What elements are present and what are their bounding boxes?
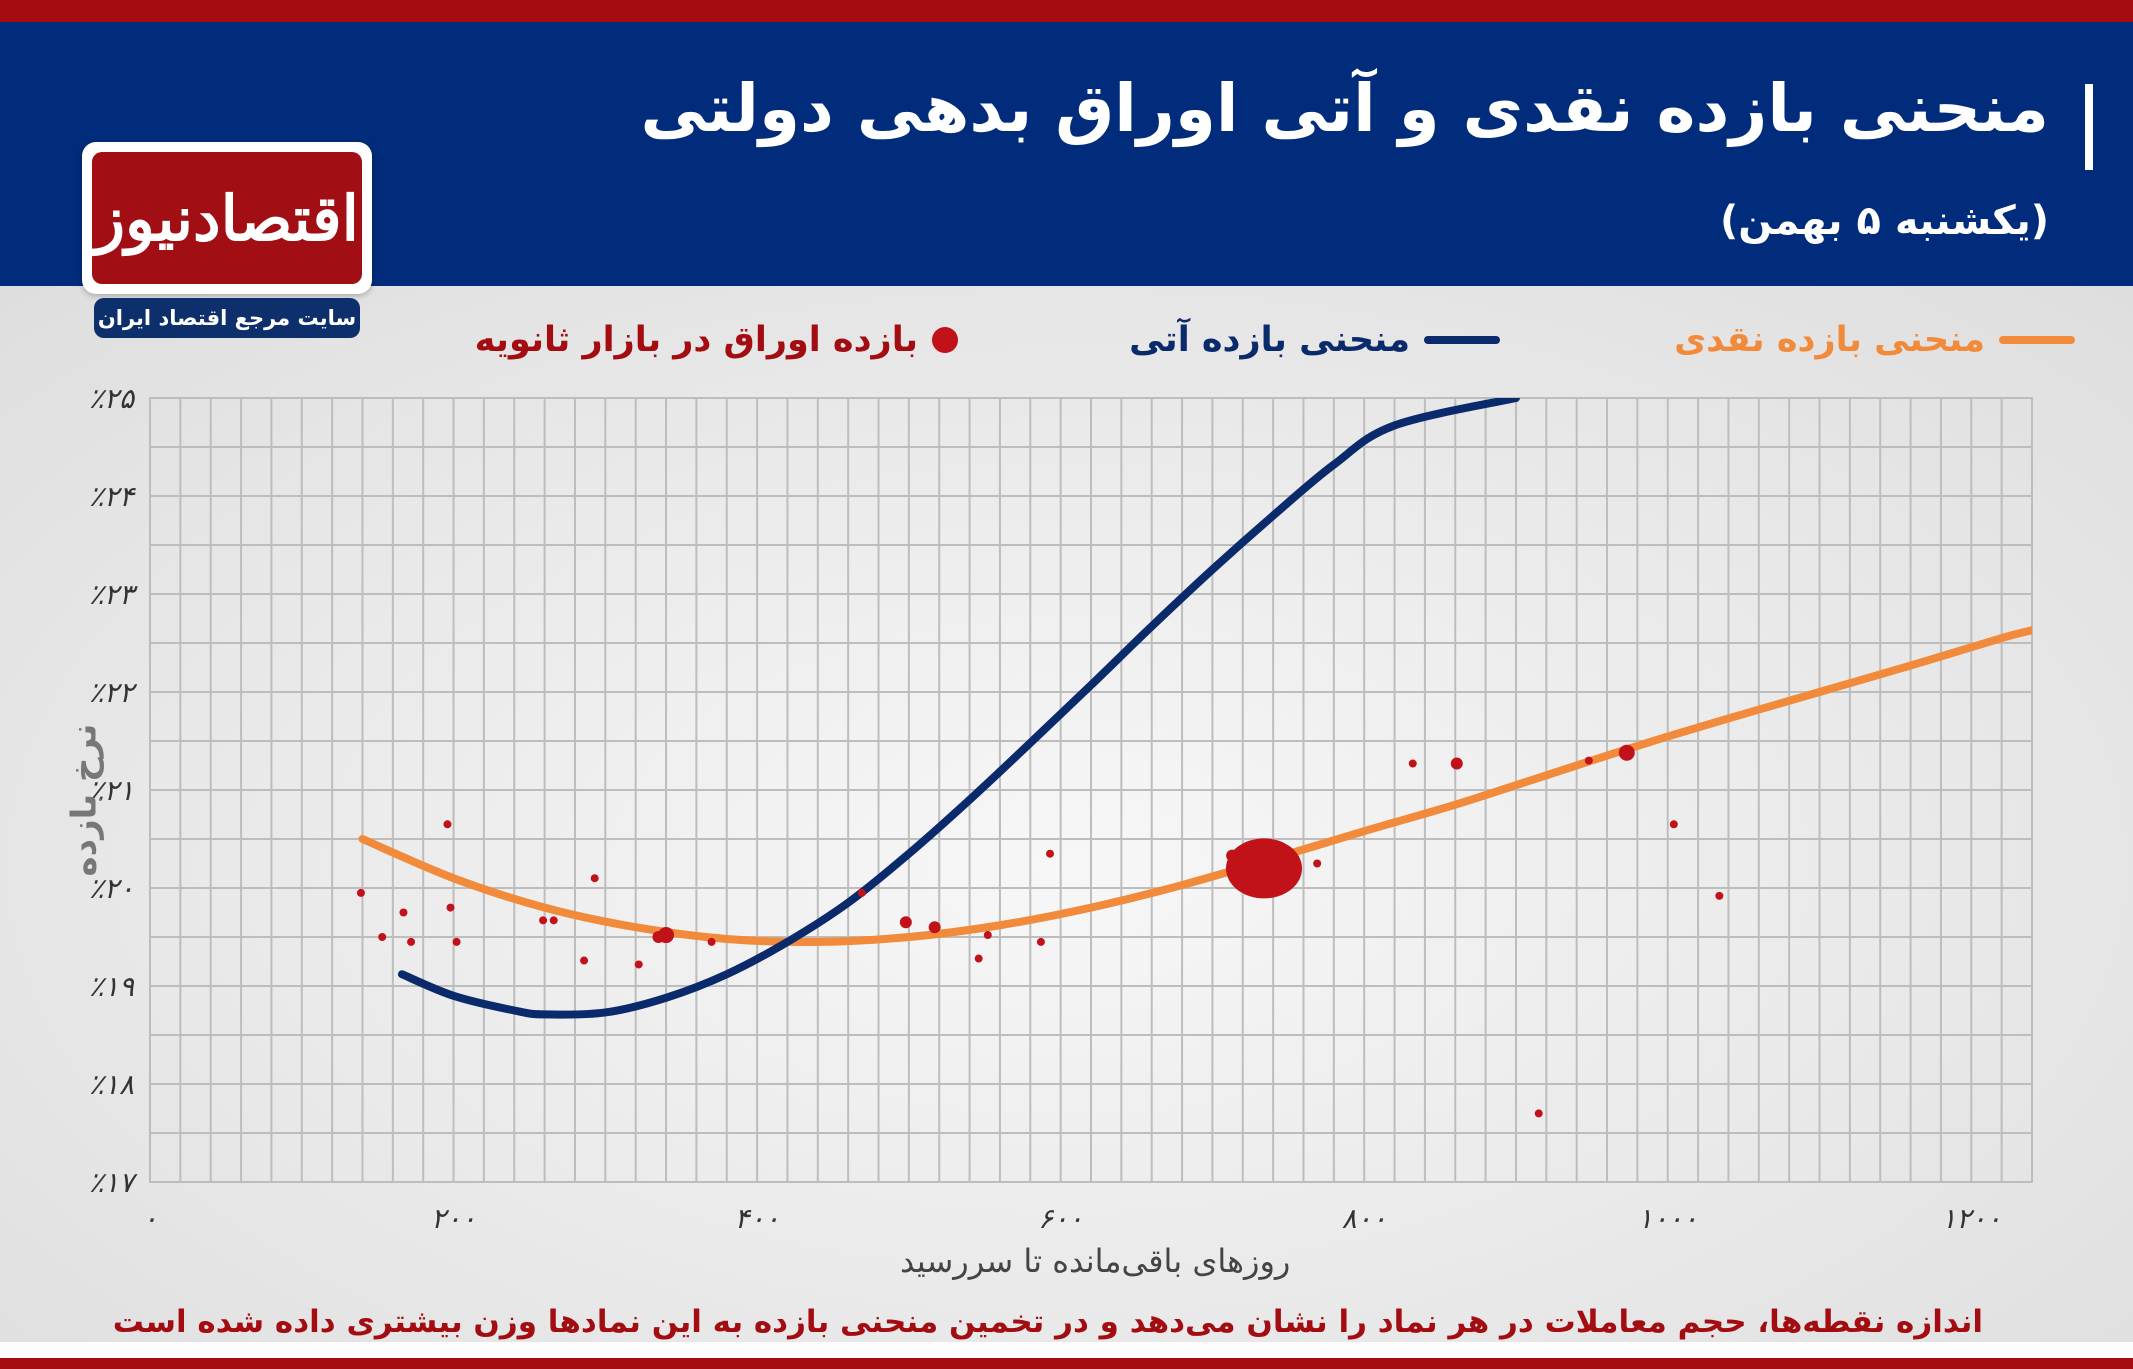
- y-tick-label: ٪۲۱: [89, 774, 134, 807]
- footnote: اندازه نقطه‌ها، حجم معاملات در هر نماد ر…: [112, 1304, 1983, 1340]
- data-point: [539, 916, 548, 925]
- y-tick-label: ٪۲۴: [89, 480, 136, 513]
- data-point: [1046, 849, 1055, 858]
- y-tick-label: ٪۱۹: [89, 970, 135, 1003]
- x-tick-label: ۱۰۰۰: [1638, 1202, 1698, 1235]
- axis-ticks: ٪۱۷ ٪۱۸ ٪۱۹ ٪۲۰ ٪۲۱ ٪۲۲ ٪۲۳ ٪۲۴ ٪۲۵ ۰ ۲۰۰ ۴۰۰ ۶۰۰ ۸۰۰…: [89, 382, 2001, 1235]
- y-tick-label: ٪۲۳: [89, 578, 138, 611]
- data-point: [707, 937, 716, 946]
- data-point: [580, 956, 589, 965]
- spot-yield-curve-line: [358, 626, 2032, 946]
- bottom-accent-bar: [0, 1358, 2133, 1369]
- logo-tagline: سایت مرجع اقتصاد ایران: [94, 298, 360, 338]
- legend-futures-swatch: [1424, 336, 1500, 344]
- logo[interactable]: اقتصادنیوز: [82, 142, 372, 294]
- data-point: [983, 931, 992, 940]
- logo-wordmark: اقتصادنیوز: [92, 152, 362, 284]
- data-point: [974, 954, 983, 963]
- data-point: [1408, 759, 1417, 768]
- title-marker: [2085, 84, 2093, 170]
- x-tick-label: ۴۰۰: [735, 1202, 780, 1235]
- legend-secondary-points: بازده اوراق در بازار ثانویه: [475, 314, 958, 366]
- chart-subtitle: (یکشنبه ۵ بهمن): [1720, 198, 2049, 244]
- data-point: [1226, 838, 1303, 899]
- data-point: [928, 921, 941, 934]
- data-point: [446, 903, 455, 912]
- data-point: [1036, 937, 1045, 946]
- top-accent-bar: [0, 0, 2133, 22]
- x-tick-label: ۲۰۰: [431, 1202, 476, 1235]
- x-tick-label: ۱۲۰۰: [1941, 1202, 2001, 1235]
- data-point: [1618, 744, 1635, 761]
- legend-spot-label: منحنی بازده نقدی: [1674, 320, 1985, 360]
- data-point: [452, 937, 461, 946]
- data-point: [1534, 1109, 1543, 1118]
- data-point: [356, 888, 365, 897]
- data-point: [1715, 891, 1724, 900]
- y-tick-label: ٪۲۰: [89, 872, 134, 905]
- legend-futures-label: منحنی بازده آتی: [1129, 320, 1410, 360]
- y-tick-label: ٪۲۲: [89, 676, 138, 709]
- legend-points-label: بازده اوراق در بازار ثانویه: [474, 320, 918, 360]
- legend-futures-curve: منحنی بازده آتی: [1129, 314, 1500, 366]
- data-point: [443, 820, 452, 829]
- data-point: [658, 927, 675, 944]
- futures-yield-curve-line: [397, 398, 1520, 1019]
- x-tick-label: ۶۰۰: [1038, 1202, 1083, 1235]
- data-point: [899, 916, 912, 929]
- data-point: [399, 908, 408, 917]
- legend-spot-swatch: [1999, 336, 2075, 344]
- x-axis-label: روزهای باقی‌مانده تا سررسید: [900, 1242, 1291, 1280]
- data-point: [1584, 756, 1593, 765]
- y-tick-label: ٪۱۷: [89, 1166, 138, 1199]
- legend-points-swatch: [932, 327, 958, 353]
- data-point: [1450, 757, 1463, 770]
- chart-title: منحنی بازده نقدی و آتی اوراق بدهی دولتی: [640, 70, 2049, 147]
- data-point: [590, 874, 599, 883]
- x-tick-label: ۸۰۰: [1342, 1202, 1387, 1235]
- grid: [149, 397, 2033, 1183]
- y-tick-label: ٪۲۵: [89, 382, 136, 415]
- data-point: [1669, 820, 1678, 829]
- y-tick-label: ٪۱۸: [89, 1068, 134, 1101]
- data-point: [1313, 859, 1322, 868]
- series-layer: [356, 398, 2032, 1118]
- data-point: [857, 888, 866, 897]
- data-point: [549, 916, 558, 925]
- data-point: [634, 960, 643, 969]
- x-tick-label: ۰: [142, 1202, 157, 1235]
- plot-background: [0, 286, 2133, 1342]
- data-point: [407, 937, 416, 946]
- legend-spot-curve: منحنی بازده نقدی: [1674, 314, 2075, 366]
- data-point: [378, 933, 387, 941]
- y-axis-label: نرخ بازده: [64, 723, 105, 877]
